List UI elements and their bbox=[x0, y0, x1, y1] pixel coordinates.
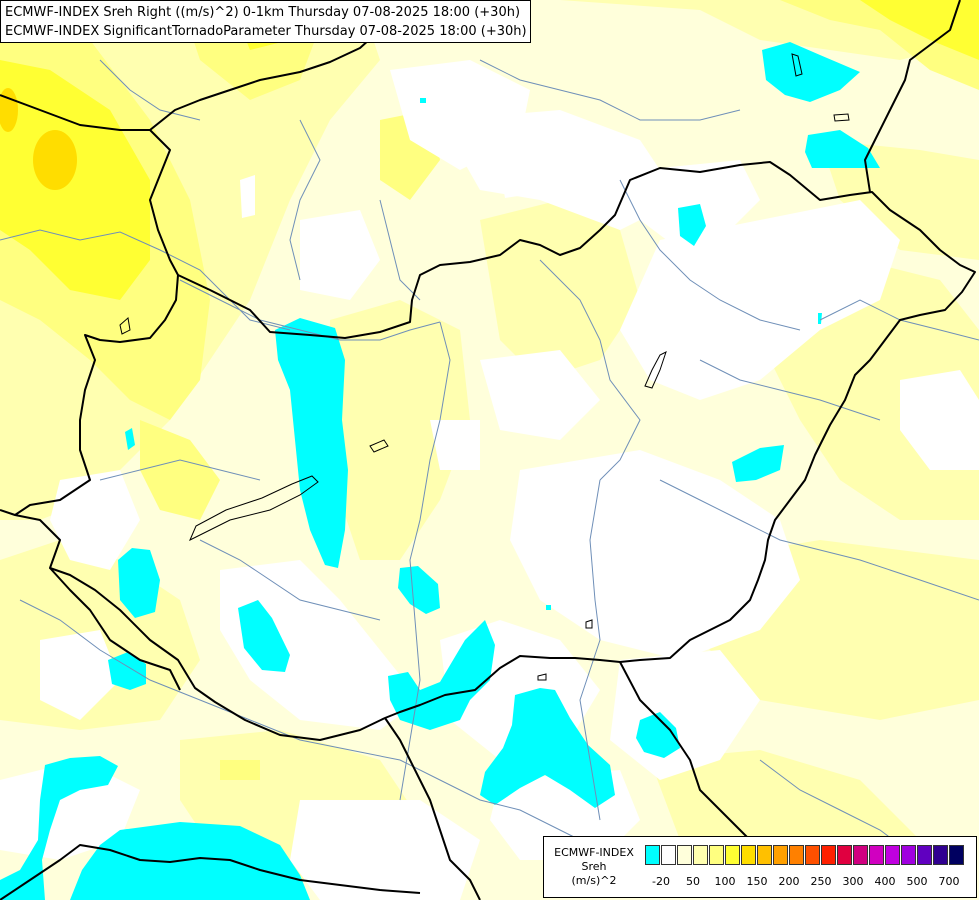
title-line-2: ECMWF-INDEX SignificantTornadoParameter … bbox=[5, 24, 527, 39]
legend-swatch bbox=[853, 845, 868, 865]
legend-tick-label: 500 bbox=[906, 875, 928, 888]
legend-tick-label: -20 bbox=[652, 875, 670, 888]
map-title-box: ECMWF-INDEX Sreh Right ((m/s)^2) 0-1km T… bbox=[0, 0, 531, 43]
title-line-1: ECMWF-INDEX Sreh Right ((m/s)^2) 0-1km T… bbox=[5, 5, 521, 20]
cyan-zones bbox=[0, 42, 880, 900]
legend-swatch bbox=[693, 845, 708, 865]
legend-swatch bbox=[885, 845, 900, 865]
legend-swatch bbox=[741, 845, 756, 865]
legend-swatches bbox=[645, 845, 965, 865]
color-legend: ECMWF-INDEX Sreh (m/s)^2 -20 50 100 150 200 2… bbox=[543, 836, 977, 898]
legend-swatch bbox=[837, 845, 852, 865]
legend-swatch bbox=[949, 845, 964, 865]
border-bottom bbox=[0, 844, 421, 900]
legend-tick-label: 700 bbox=[938, 875, 960, 888]
border-south bbox=[384, 717, 481, 900]
legend-tick-label: 400 bbox=[874, 875, 896, 888]
border-south-east bbox=[619, 661, 761, 861]
legend-title: ECMWF-INDEX Sreh (m/s)^2 bbox=[548, 846, 640, 888]
river-network bbox=[0, 59, 979, 871]
legend-swatch bbox=[709, 845, 724, 865]
legend-swatch bbox=[917, 845, 932, 865]
border-hungary bbox=[0, 161, 976, 741]
legend-swatch bbox=[661, 845, 676, 865]
legend-swatch bbox=[789, 845, 804, 865]
legend-ticks: -20 50 100 150 200 250 300 400 500 700 bbox=[645, 875, 975, 889]
legend-swatch bbox=[805, 845, 820, 865]
legend-swatch bbox=[677, 845, 692, 865]
legend-tick-label: 100 bbox=[714, 875, 736, 888]
legend-swatch bbox=[725, 845, 740, 865]
legend-tick-label: 250 bbox=[810, 875, 832, 888]
legend-unit: (m/s)^2 bbox=[571, 874, 617, 887]
legend-swatch bbox=[821, 845, 836, 865]
white-zones bbox=[0, 60, 979, 900]
legend-swatch bbox=[933, 845, 948, 865]
legend-tick-label: 300 bbox=[842, 875, 864, 888]
legend-swatch bbox=[869, 845, 884, 865]
legend-swatch bbox=[901, 845, 916, 865]
legend-tick-label: 150 bbox=[746, 875, 768, 888]
legend-variable: Sreh bbox=[581, 860, 607, 873]
legend-source: ECMWF-INDEX bbox=[554, 846, 634, 859]
lakes bbox=[119, 53, 850, 681]
legend-swatch bbox=[645, 845, 660, 865]
legend-swatch bbox=[757, 845, 772, 865]
border-south-west bbox=[49, 567, 181, 691]
border-north-east bbox=[864, 0, 961, 193]
legend-tick-label: 50 bbox=[686, 875, 700, 888]
legend-tick-label: 200 bbox=[778, 875, 800, 888]
legend-swatch bbox=[773, 845, 788, 865]
